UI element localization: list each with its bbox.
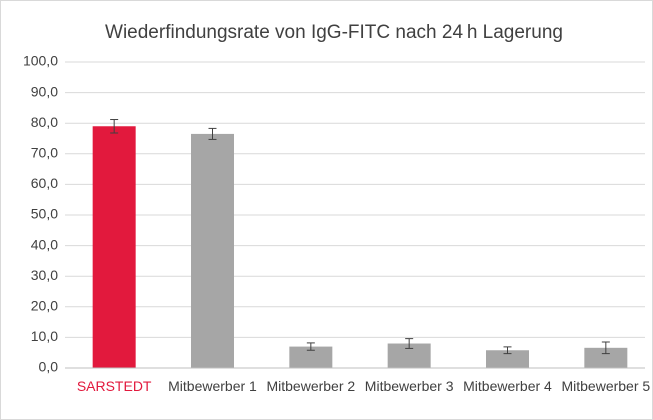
y-tick-label: 90,0 xyxy=(31,83,58,99)
error-bar xyxy=(306,342,315,351)
x-tick-label: Mitbewerber 4 xyxy=(463,378,552,394)
error-bar xyxy=(405,338,414,349)
error-bar xyxy=(208,127,217,140)
chart-title: Wiederfindungsrate von IgG-FITC nach 24 … xyxy=(105,22,563,43)
error-bar xyxy=(503,346,512,355)
error-bar xyxy=(110,119,119,134)
y-tick-label: 40,0 xyxy=(31,236,58,252)
x-tick-label: SARSTEDT xyxy=(76,378,152,394)
bar xyxy=(191,133,234,368)
y-tick-label: 0,0 xyxy=(39,359,59,375)
y-tick-label: 100,0 xyxy=(23,53,58,69)
bar xyxy=(289,346,333,368)
y-tick-label: 60,0 xyxy=(31,175,58,191)
y-tick-label: 50,0 xyxy=(31,206,58,222)
y-tick-label: 30,0 xyxy=(31,267,58,283)
error-bar xyxy=(601,341,610,355)
y-tick-label: 20,0 xyxy=(31,298,58,314)
y-tick-label: 80,0 xyxy=(31,114,58,130)
x-tick-label: Mitbewerber 1 xyxy=(168,378,257,394)
x-tick-label: Mitbewerber 3 xyxy=(364,378,454,394)
bar xyxy=(92,126,136,368)
y-tick-label: 70,0 xyxy=(31,145,58,161)
bar xyxy=(584,347,628,368)
x-tick-label: Mitbewerber 5 xyxy=(561,378,651,394)
x-tick-label: Mitbewerber 2 xyxy=(266,378,356,394)
y-tick-label: 10,0 xyxy=(31,328,58,344)
bar xyxy=(486,350,529,368)
